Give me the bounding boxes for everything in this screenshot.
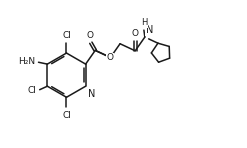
Text: O: O (107, 53, 114, 62)
Text: Cl: Cl (62, 111, 71, 120)
Text: N: N (88, 89, 96, 99)
Text: O: O (132, 29, 139, 38)
Text: H: H (141, 18, 147, 27)
Text: H₂N: H₂N (18, 57, 35, 66)
Text: Cl: Cl (28, 86, 37, 95)
Text: Cl: Cl (62, 30, 71, 40)
Text: O: O (86, 31, 93, 40)
Text: N: N (146, 25, 153, 35)
